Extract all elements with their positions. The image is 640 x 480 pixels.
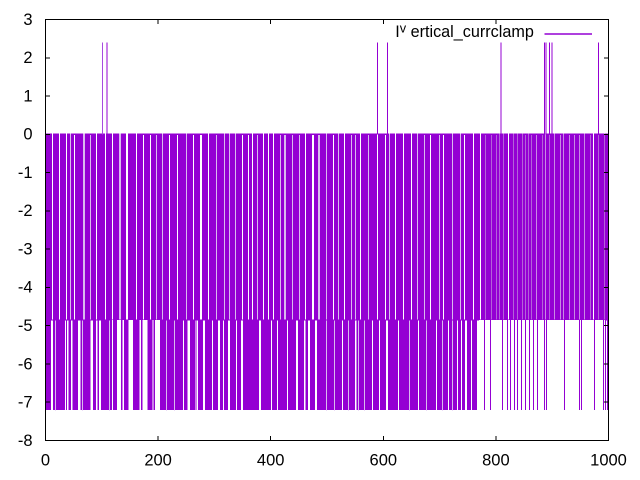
svg-text:1000: 1000 — [590, 451, 627, 469]
svg-text:800: 800 — [482, 451, 510, 469]
svg-text:0: 0 — [41, 451, 50, 469]
svg-text:-6: -6 — [18, 355, 33, 373]
svg-text:200: 200 — [144, 451, 172, 469]
svg-text:Iv ertical_currclamp: Iv ertical_currclamp — [395, 21, 534, 42]
svg-text:1: 1 — [23, 87, 32, 105]
svg-text:600: 600 — [370, 451, 398, 469]
svg-text:400: 400 — [257, 451, 285, 469]
svg-text:-2: -2 — [18, 202, 33, 220]
svg-text:3: 3 — [23, 11, 32, 29]
svg-text:-1: -1 — [18, 164, 33, 182]
svg-text:-5: -5 — [18, 317, 33, 335]
svg-text:-7: -7 — [18, 394, 33, 412]
svg-text:-4: -4 — [18, 279, 33, 297]
svg-text:0: 0 — [23, 126, 32, 144]
svg-text:2: 2 — [23, 49, 32, 67]
svg-text:-8: -8 — [18, 432, 33, 450]
svg-text:-3: -3 — [18, 240, 33, 258]
